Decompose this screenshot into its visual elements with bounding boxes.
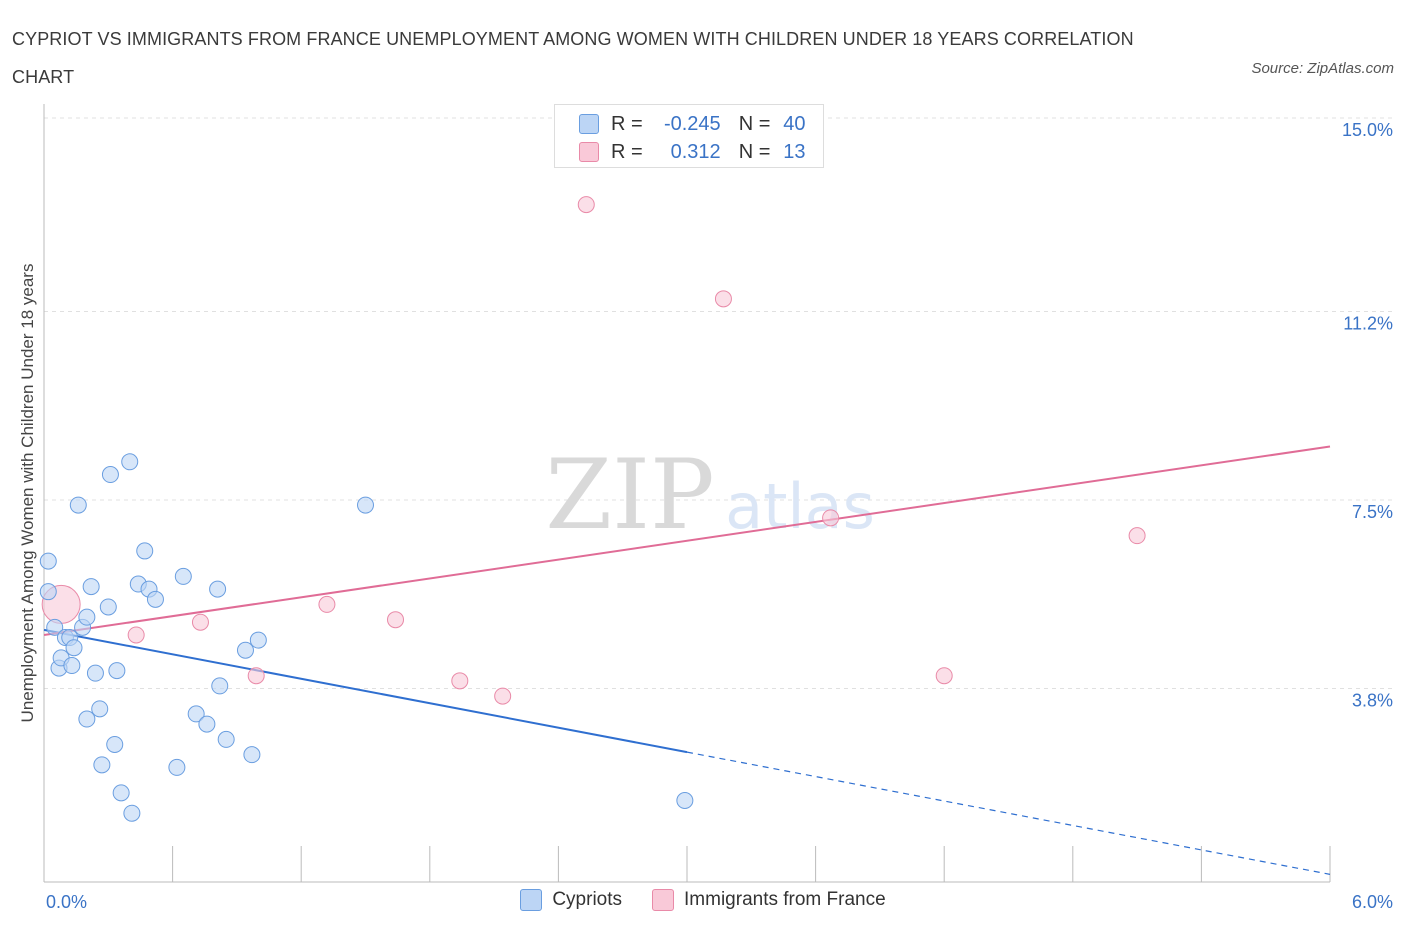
series-legend: Cypriots Immigrants from France — [0, 889, 1406, 911]
y-tick-label: 7.5% — [1352, 502, 1393, 522]
point-france — [577, 196, 595, 214]
point-cypriots — [121, 453, 139, 471]
legend-label-cypriots: Cypriots — [552, 889, 623, 910]
point-france — [387, 611, 405, 629]
point-cypriots — [211, 677, 229, 695]
point-cypriots — [86, 664, 104, 682]
point-france — [191, 613, 209, 631]
axes — [43, 104, 1331, 883]
point-cypriots — [136, 542, 154, 560]
legend-item-cypriots[interactable]: Cypriots — [520, 889, 622, 911]
point-france — [714, 290, 732, 308]
point-cypriots — [168, 758, 186, 776]
gridlines — [44, 117, 1395, 689]
point-cypriots — [357, 496, 374, 514]
point-france — [935, 667, 953, 685]
point-cypriots — [78, 608, 96, 626]
point-cypriots — [82, 578, 100, 596]
legend-swatch-cypriots — [520, 889, 543, 911]
legend-r-label: R = — [611, 140, 643, 163]
point-cypriots — [39, 552, 57, 570]
x-tick-label: 6.0% — [1352, 892, 1393, 912]
chart-title: CYPRIOT VS IMMIGRANTS FROM FRANCE UNEMPL… — [12, 29, 1134, 87]
legend-r-value: 0.312 — [670, 140, 721, 163]
watermark-zip: ZIP — [545, 439, 714, 551]
data-points — [39, 196, 1146, 822]
legend-n-value: 40 — [783, 112, 806, 135]
point-france — [451, 672, 469, 690]
source-label: Source: ZipAtlas.com — [1251, 60, 1394, 77]
point-cypriots — [99, 598, 117, 616]
legend-r-label: R = — [611, 112, 643, 135]
legend-n-label: N = — [738, 140, 771, 163]
point-france — [127, 626, 145, 644]
point-france — [1128, 527, 1146, 545]
point-cypriots — [209, 580, 227, 598]
legend-swatch-blue — [579, 114, 599, 134]
trend-line-cypriots-extrapolated — [686, 751, 1331, 875]
point-cypriots — [78, 710, 96, 728]
point-cypriots — [123, 804, 141, 822]
legend-swatch-france — [652, 889, 675, 911]
point-cypriots — [187, 705, 205, 723]
point-cypriots — [46, 618, 64, 636]
point-cypriots — [236, 641, 254, 659]
point-cypriots — [65, 639, 83, 657]
tick-labels: 3.8% 7.5% 11.2% 15.0% 0.0% 6.0% — [46, 120, 1393, 912]
point-france — [494, 687, 512, 705]
point-cypriots — [39, 583, 57, 601]
trend-line-cypriots — [43, 628, 688, 754]
point-cypriots — [63, 657, 81, 675]
point-cypriots — [69, 496, 87, 514]
point-cypriots — [106, 735, 124, 753]
legend-n-label: N = — [738, 112, 771, 135]
correlation-legend: R = -0.245 N = 40 R = 0.312 N = 13 — [554, 104, 824, 168]
legend-label-france: Immigrants from France — [684, 889, 886, 910]
x-tick-label: 0.0% — [46, 892, 87, 912]
legend-swatch-pink — [579, 142, 599, 162]
point-france — [822, 509, 840, 527]
legend-n-value: 13 — [783, 140, 806, 163]
point-cypriots — [91, 700, 109, 718]
trend-lines — [43, 445, 1331, 875]
point-cypriots — [146, 590, 164, 608]
y-tick-label: 11.2% — [1343, 314, 1393, 334]
legend-item-france[interactable]: Immigrants from France — [652, 889, 886, 911]
point-cypriots — [217, 730, 235, 748]
y-tick-label: 15.0% — [1342, 120, 1393, 140]
point-cypriots — [112, 784, 130, 802]
point-cypriots — [174, 567, 192, 585]
legend-row-cypriots: R = -0.245 N = 40 — [579, 111, 810, 137]
point-cypriots — [198, 715, 216, 733]
point-cypriots — [93, 756, 111, 774]
point-france — [318, 595, 336, 613]
point-cypriots — [108, 662, 126, 680]
point-cypriots — [101, 466, 119, 484]
y-tick-label: 3.8% — [1352, 690, 1393, 710]
legend-row-france: R = 0.312 N = 13 — [579, 139, 810, 165]
point-cypriots — [676, 792, 694, 810]
watermark: ZIP atlas — [545, 439, 875, 551]
legend-r-value: -0.245 — [663, 112, 721, 135]
point-cypriots — [249, 631, 267, 649]
point-cypriots — [243, 746, 261, 764]
point-france — [247, 667, 265, 685]
trend-line-france — [43, 445, 1331, 636]
